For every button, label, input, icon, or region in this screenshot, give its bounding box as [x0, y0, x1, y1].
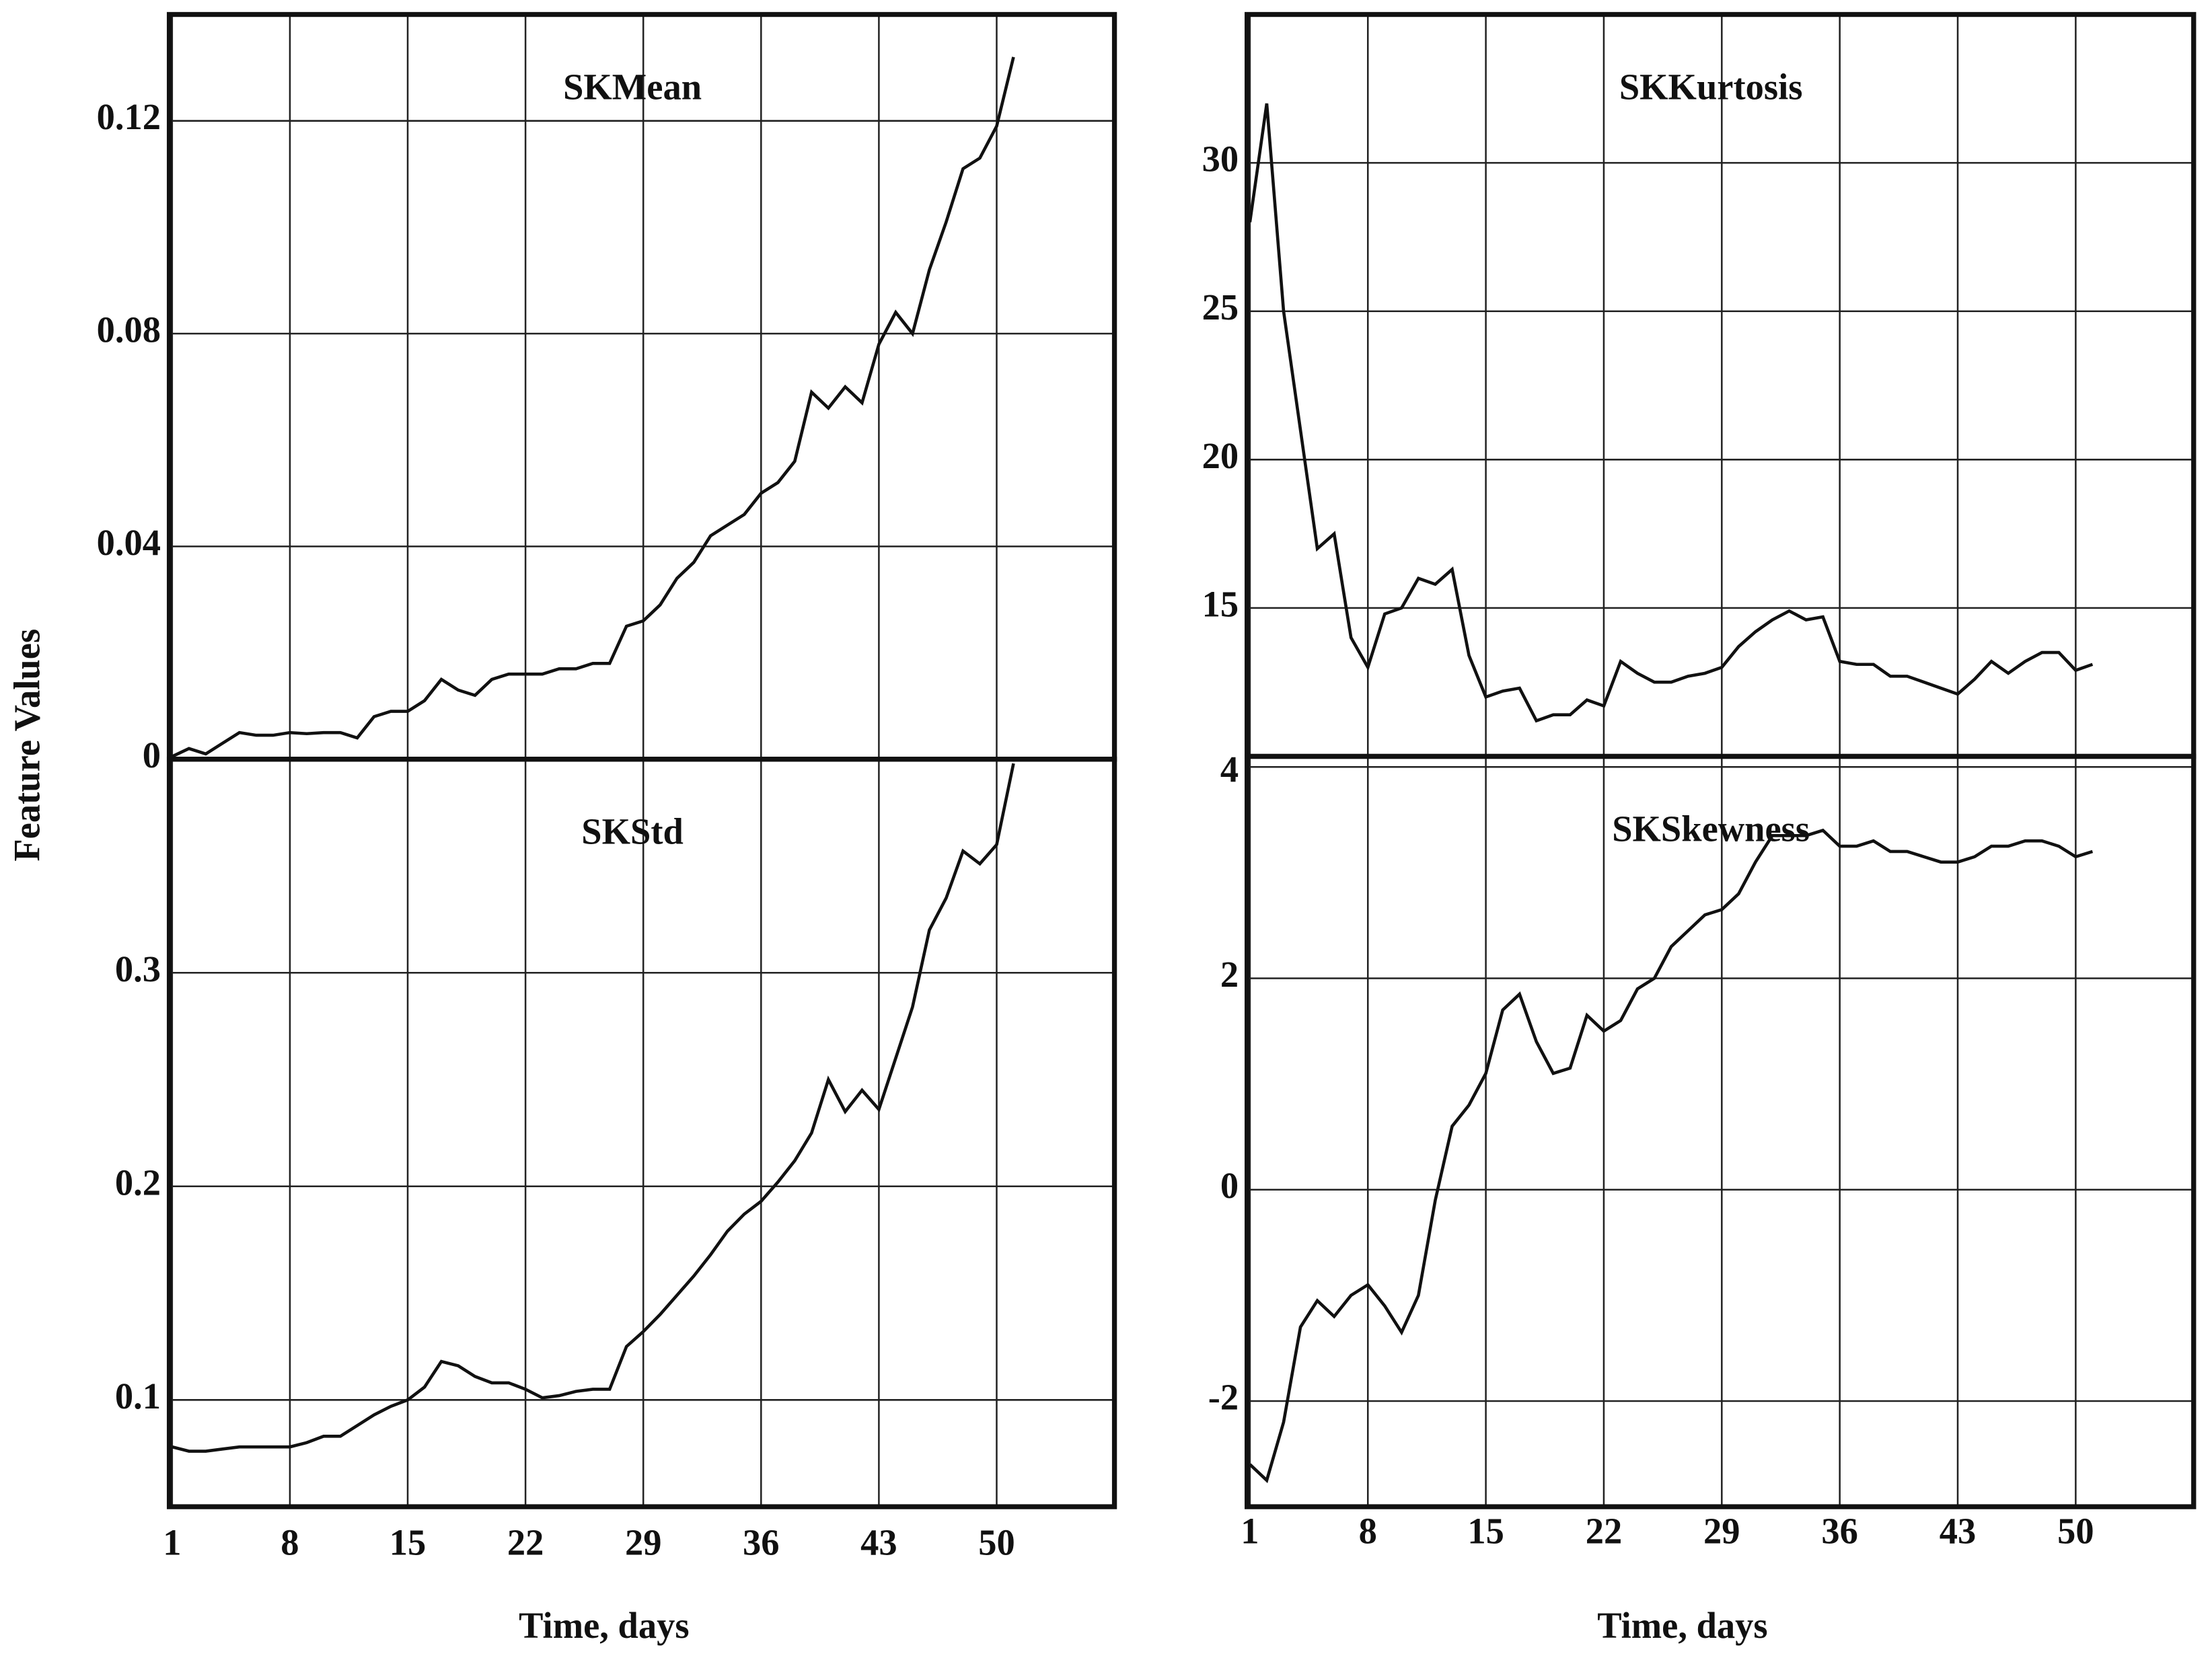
y-tick-label: 0	[143, 734, 161, 776]
plot-frame	[166, 11, 1117, 762]
panel-title: SKStd	[581, 811, 684, 852]
y-tick-label: 0.12	[97, 96, 161, 137]
y-tick-label: 30	[1202, 139, 1239, 180]
data-line	[1248, 103, 2094, 723]
panel-title: SKKurtosis	[1619, 66, 1803, 107]
plot-frame	[1245, 11, 2197, 759]
y-tick-label: -2	[1208, 1376, 1239, 1417]
y-axis-title: Feature Values	[7, 629, 48, 862]
x-tick-label: 43	[860, 1521, 897, 1562]
x-tick-label: 50	[2057, 1511, 2094, 1552]
plot-frame	[1245, 753, 2197, 1509]
data-line	[172, 763, 1015, 1453]
x-tick-label: 29	[1703, 1511, 1740, 1552]
x-tick-label: 36	[743, 1521, 780, 1562]
x-tick-label: 1	[163, 1521, 181, 1562]
y-tick-label: 0.08	[97, 309, 161, 350]
x-tick-label: 15	[1467, 1511, 1504, 1552]
x-tick-label: 8	[1359, 1511, 1377, 1552]
panel-title: SKSkewness	[1612, 808, 1810, 849]
x-tick-label: 8	[281, 1521, 299, 1562]
x-axis-title: Time, days	[1597, 1605, 1767, 1646]
data-line	[1249, 828, 2094, 1484]
x-tick-label: 1	[1241, 1511, 1259, 1552]
plot-frame	[166, 757, 1117, 1509]
y-tick-label: 15	[1202, 583, 1239, 624]
x-tick-label: 43	[1940, 1511, 1977, 1552]
x-tick-label: 29	[625, 1521, 662, 1562]
x-tick-label: 36	[1821, 1511, 1858, 1552]
data-line	[171, 56, 1015, 758]
x-tick-label: 22	[1586, 1511, 1623, 1552]
y-tick-label: 20	[1202, 435, 1239, 476]
y-tick-label: 0.2	[115, 1162, 161, 1203]
y-tick-label: 0.04	[97, 522, 161, 563]
x-tick-label: 15	[390, 1521, 427, 1562]
panel-title: SKMean	[563, 66, 702, 107]
y-tick-label: 0.1	[115, 1376, 161, 1417]
x-tick-label: 22	[507, 1521, 544, 1562]
y-tick-label: 4	[1220, 749, 1239, 790]
x-axis-title: Time, days	[519, 1605, 689, 1646]
y-tick-label: 0.3	[115, 948, 161, 989]
y-tick-label: 2	[1220, 954, 1239, 995]
y-tick-label: 25	[1202, 287, 1239, 328]
y-tick-label: 0	[1220, 1165, 1239, 1206]
x-tick-label: 50	[978, 1521, 1015, 1562]
